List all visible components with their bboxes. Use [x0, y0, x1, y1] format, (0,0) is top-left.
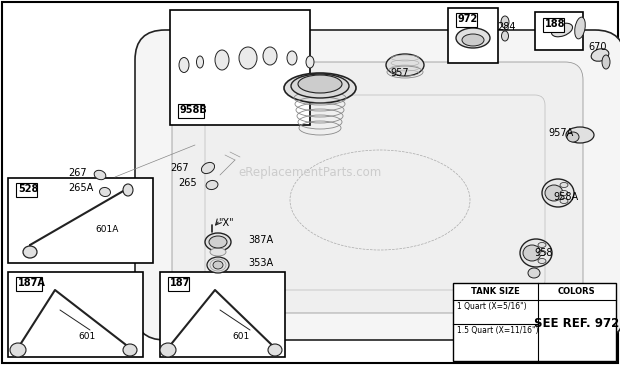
Ellipse shape	[209, 236, 227, 248]
Text: 601: 601	[232, 332, 249, 341]
Text: 265: 265	[178, 178, 197, 188]
Text: 972: 972	[458, 14, 478, 24]
Ellipse shape	[284, 73, 356, 103]
Ellipse shape	[542, 179, 574, 207]
Ellipse shape	[215, 50, 229, 70]
Bar	[16, 183, 37, 197]
Ellipse shape	[207, 257, 229, 273]
Ellipse shape	[602, 55, 610, 69]
Ellipse shape	[456, 28, 490, 48]
Ellipse shape	[501, 16, 509, 28]
Ellipse shape	[545, 185, 563, 201]
Ellipse shape	[528, 268, 540, 278]
Text: 267: 267	[68, 168, 87, 178]
Ellipse shape	[205, 233, 231, 251]
Ellipse shape	[197, 56, 203, 68]
Bar	[8, 178, 153, 263]
Text: 267: 267	[170, 163, 188, 173]
Ellipse shape	[567, 132, 579, 142]
Text: 601A: 601A	[95, 225, 118, 234]
Text: 958B: 958B	[180, 105, 208, 115]
Ellipse shape	[23, 246, 37, 258]
Ellipse shape	[100, 188, 110, 196]
Ellipse shape	[502, 31, 508, 41]
Ellipse shape	[560, 191, 568, 196]
Ellipse shape	[179, 58, 189, 73]
Ellipse shape	[523, 245, 541, 261]
Text: 528: 528	[18, 184, 38, 194]
Text: eReplacementParts.com: eReplacementParts.com	[238, 166, 382, 179]
Text: 670: 670	[588, 42, 606, 52]
Bar	[448, 8, 498, 63]
Text: 387A: 387A	[248, 235, 273, 245]
Ellipse shape	[566, 127, 594, 143]
Ellipse shape	[575, 17, 585, 39]
Ellipse shape	[123, 344, 137, 356]
Bar	[8, 272, 143, 357]
Ellipse shape	[213, 261, 223, 269]
Bar	[16, 277, 42, 291]
Ellipse shape	[560, 199, 568, 204]
Text: 284: 284	[497, 22, 515, 32]
Ellipse shape	[298, 75, 342, 93]
Text: 265A: 265A	[68, 183, 93, 193]
Ellipse shape	[160, 343, 176, 357]
Text: TANK SIZE: TANK SIZE	[471, 287, 520, 296]
Ellipse shape	[268, 344, 282, 356]
FancyBboxPatch shape	[172, 62, 583, 313]
Bar	[535, 12, 583, 50]
Text: 353A: 353A	[248, 258, 273, 268]
Bar	[170, 10, 310, 125]
Text: 187: 187	[170, 278, 190, 288]
Bar	[168, 277, 189, 291]
FancyBboxPatch shape	[135, 30, 620, 340]
Text: 958A: 958A	[553, 192, 578, 202]
Ellipse shape	[287, 51, 297, 65]
Ellipse shape	[538, 258, 546, 264]
Text: 957: 957	[390, 68, 409, 78]
Text: 957A: 957A	[548, 128, 574, 138]
Ellipse shape	[263, 47, 277, 65]
Text: 1 Quart (X=5/16"): 1 Quart (X=5/16")	[457, 302, 526, 311]
Bar	[178, 104, 204, 118]
Bar	[456, 13, 477, 27]
Bar	[160, 272, 285, 357]
Ellipse shape	[462, 34, 484, 46]
Text: 601: 601	[78, 332, 95, 341]
Text: 188: 188	[545, 19, 565, 29]
Ellipse shape	[386, 54, 424, 76]
Ellipse shape	[591, 49, 609, 61]
Ellipse shape	[239, 47, 257, 69]
Text: 958: 958	[534, 248, 552, 258]
Text: "X": "X"	[218, 218, 234, 228]
Ellipse shape	[520, 239, 552, 267]
Ellipse shape	[551, 23, 572, 37]
Text: SEE REF. 972: SEE REF. 972	[534, 317, 619, 330]
Ellipse shape	[94, 170, 106, 180]
Ellipse shape	[206, 180, 218, 189]
Ellipse shape	[560, 182, 568, 188]
Ellipse shape	[538, 242, 546, 247]
Bar	[543, 18, 564, 32]
Ellipse shape	[10, 343, 26, 357]
Ellipse shape	[123, 184, 133, 196]
Text: 1.5 Quart (X=11/16"): 1.5 Quart (X=11/16")	[457, 326, 539, 335]
Ellipse shape	[291, 74, 349, 98]
Ellipse shape	[202, 162, 215, 174]
Ellipse shape	[210, 248, 226, 256]
Ellipse shape	[306, 56, 314, 68]
Text: COLORS: COLORS	[558, 287, 596, 296]
Ellipse shape	[538, 250, 546, 255]
Bar	[453, 283, 616, 361]
Text: 187A: 187A	[18, 278, 46, 288]
